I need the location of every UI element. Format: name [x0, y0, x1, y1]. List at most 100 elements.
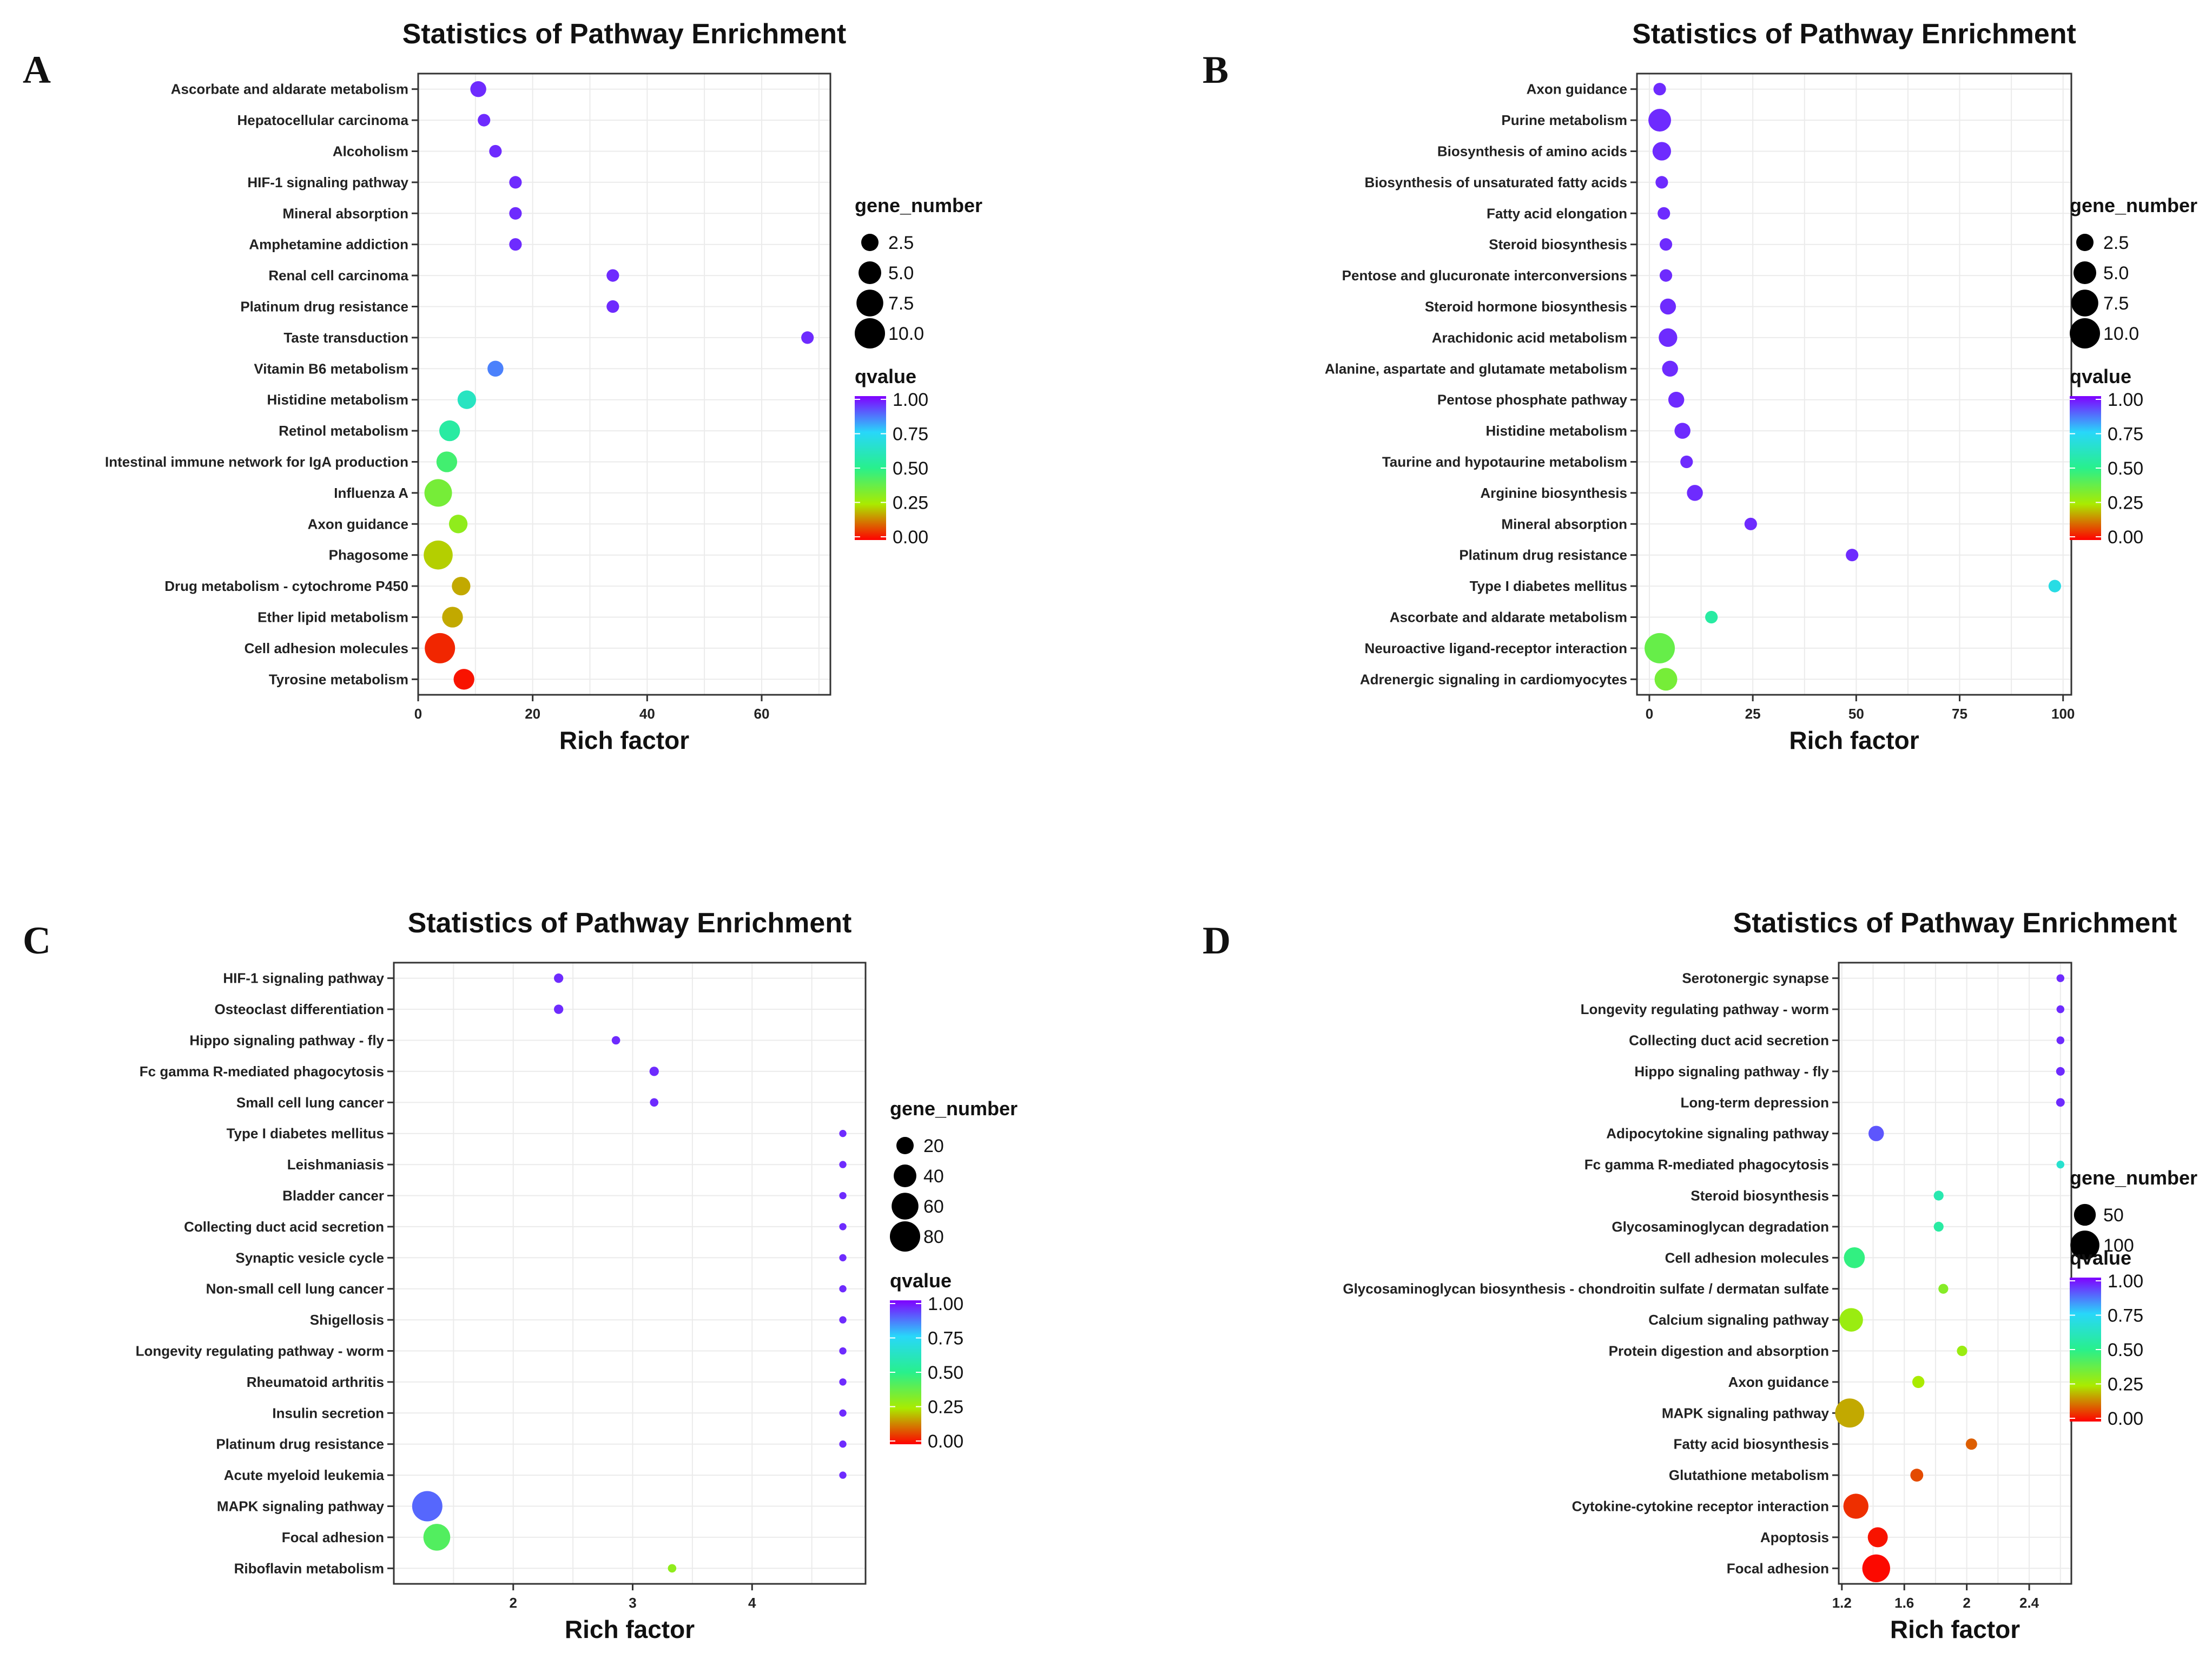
y-tick-label: Histidine metabolism [267, 392, 409, 408]
size-legend-label: 60 [923, 1196, 944, 1217]
y-tick-label: Steroid biosynthesis [1489, 236, 1627, 253]
data-point [2056, 1036, 2065, 1044]
size-legend-label: 2.5 [888, 233, 914, 253]
data-point [554, 973, 564, 983]
size-legend-title: gene_number [2070, 194, 2197, 216]
color-legend-label: 0.25 [893, 493, 928, 514]
color-legend-label: 1.00 [928, 1294, 963, 1314]
color-legend-label: 0.00 [2108, 527, 2143, 548]
color-legend-label: 0.00 [893, 527, 928, 548]
size-legend-dot [894, 1164, 916, 1187]
data-point [436, 451, 458, 472]
size-legend-dot [2071, 290, 2098, 317]
data-point [509, 207, 522, 220]
color-legend-label: 0.00 [928, 1431, 963, 1452]
data-point [839, 1192, 847, 1200]
x-tick-label: 20 [525, 706, 540, 722]
size-legend-dot [856, 290, 883, 317]
y-tick-label: Cytokine-cytokine receptor interaction [1572, 1498, 1829, 1515]
size-legend-dot [855, 318, 885, 348]
y-tick-label: Long-term depression [1681, 1094, 1829, 1110]
data-point [1668, 391, 1685, 408]
y-tick-label: Longevity regulating pathway - worm [1581, 1001, 1829, 1017]
data-point [1933, 1221, 1944, 1232]
data-point [2056, 1005, 2065, 1014]
size-legend-label: 7.5 [888, 293, 914, 314]
panel-d: D Statistics of Pathway Enrichment Seroto… [1106, 827, 2212, 1655]
data-point [839, 1130, 847, 1137]
y-tick-label: Cell adhesion molecules [1665, 1249, 1829, 1266]
color-legend-title: qvalue [890, 1269, 952, 1292]
size-legend-label: 50 [2103, 1205, 2124, 1226]
data-point [1839, 1308, 1863, 1332]
x-axis-label: Rich factor [1789, 726, 1919, 754]
size-legend-title: gene_number [855, 194, 982, 216]
plot-border [1636, 73, 2072, 696]
data-point [839, 1409, 847, 1417]
y-tick-label: Collecting duct acid secretion [1629, 1032, 1829, 1049]
data-point [1687, 485, 1703, 501]
y-tick-label: Protein digestion and absorption [1609, 1343, 1829, 1359]
data-point [1862, 1554, 1890, 1583]
enrichment-chart-c: Statistics of Pathway Enrichment HIF-1 si… [136, 907, 1018, 1643]
data-point [453, 669, 474, 690]
y-tick-label: Cell adhesion molecules [245, 640, 408, 656]
plot-border [393, 962, 867, 1585]
color-legend-label: 0.25 [928, 1397, 963, 1418]
x-tick-label: 2 [1963, 1595, 1970, 1611]
y-tick-label: Platinum drug resistance [1459, 547, 1627, 563]
x-tick-label: 75 [1952, 706, 1967, 722]
size-legend-dot [2074, 261, 2096, 284]
color-legend-title: qvalue [2070, 1247, 2131, 1269]
size-legend-label: 5.0 [2103, 263, 2129, 284]
y-tick-label: Arginine biosynthesis [1480, 485, 1627, 501]
x-tick-label: 100 [2051, 706, 2075, 722]
y-tick-label: Histidine metabolism [1486, 423, 1628, 439]
y-tick-label: Glutathione metabolism [1669, 1467, 1829, 1483]
data-point [1662, 360, 1678, 377]
x-tick-label: 3 [629, 1595, 636, 1611]
y-tick-label: Alanine, aspartate and glutamate metabol… [1325, 360, 1627, 377]
y-tick-label: Type I diabetes mellitus [227, 1126, 384, 1142]
data-point [1680, 455, 1693, 469]
data-point [649, 1067, 659, 1076]
data-point [470, 81, 486, 97]
data-point [839, 1378, 847, 1386]
data-point [1835, 1398, 1865, 1428]
x-tick-label: 0 [414, 706, 422, 722]
y-tick-label: Small cell lung cancer [236, 1094, 384, 1110]
panel-letter-b: B [1203, 48, 1229, 91]
color-legend-label: 0.25 [2108, 1374, 2143, 1395]
data-point [425, 633, 455, 663]
y-tick-label: Hippo signaling pathway - fly [189, 1032, 384, 1049]
y-tick-label: Acute myeloid leukemia [224, 1467, 385, 1483]
y-tick-label: Arachidonic acid metabolism [1432, 330, 1627, 346]
data-point [1844, 1247, 1865, 1268]
data-point [1705, 610, 1718, 624]
color-legend-label: 1.00 [2108, 390, 2143, 410]
data-point [478, 114, 491, 127]
y-tick-label: Influenza A [334, 485, 408, 501]
y-tick-label: Riboflavin metabolism [234, 1560, 384, 1576]
y-tick-label: Focal adhesion [1727, 1560, 1829, 1576]
data-point [1659, 238, 1673, 251]
panel-b: B Statistics of Pathway Enrichment Axon g… [1106, 0, 2212, 827]
data-point [2056, 974, 2065, 982]
y-tick-label: Axon guidance [1527, 81, 1627, 97]
color-legend-label: 0.00 [2108, 1409, 2143, 1429]
plot-area [1839, 963, 2071, 1584]
data-point [2056, 1067, 2065, 1076]
data-point [668, 1564, 677, 1573]
data-point [509, 176, 522, 189]
size-legend-label: 100 [2103, 1235, 2134, 1256]
chart-title: Statistics of Pathway Enrichment [1733, 907, 2177, 939]
x-tick-label: 1.2 [1832, 1595, 1852, 1611]
y-tick-label: Fc gamma R-mediated phagocytosis [140, 1063, 384, 1080]
data-point [448, 515, 468, 534]
panel-a: A Statistics of Pathway Enrichment Ascorb… [0, 0, 1106, 827]
data-point [1744, 517, 1757, 530]
data-point [839, 1285, 847, 1293]
data-point [1912, 1376, 1925, 1389]
y-tick-label: Ascorbate and aldarate metabolism [171, 81, 408, 97]
y-tick-label: Ether lipid metabolism [257, 609, 408, 626]
